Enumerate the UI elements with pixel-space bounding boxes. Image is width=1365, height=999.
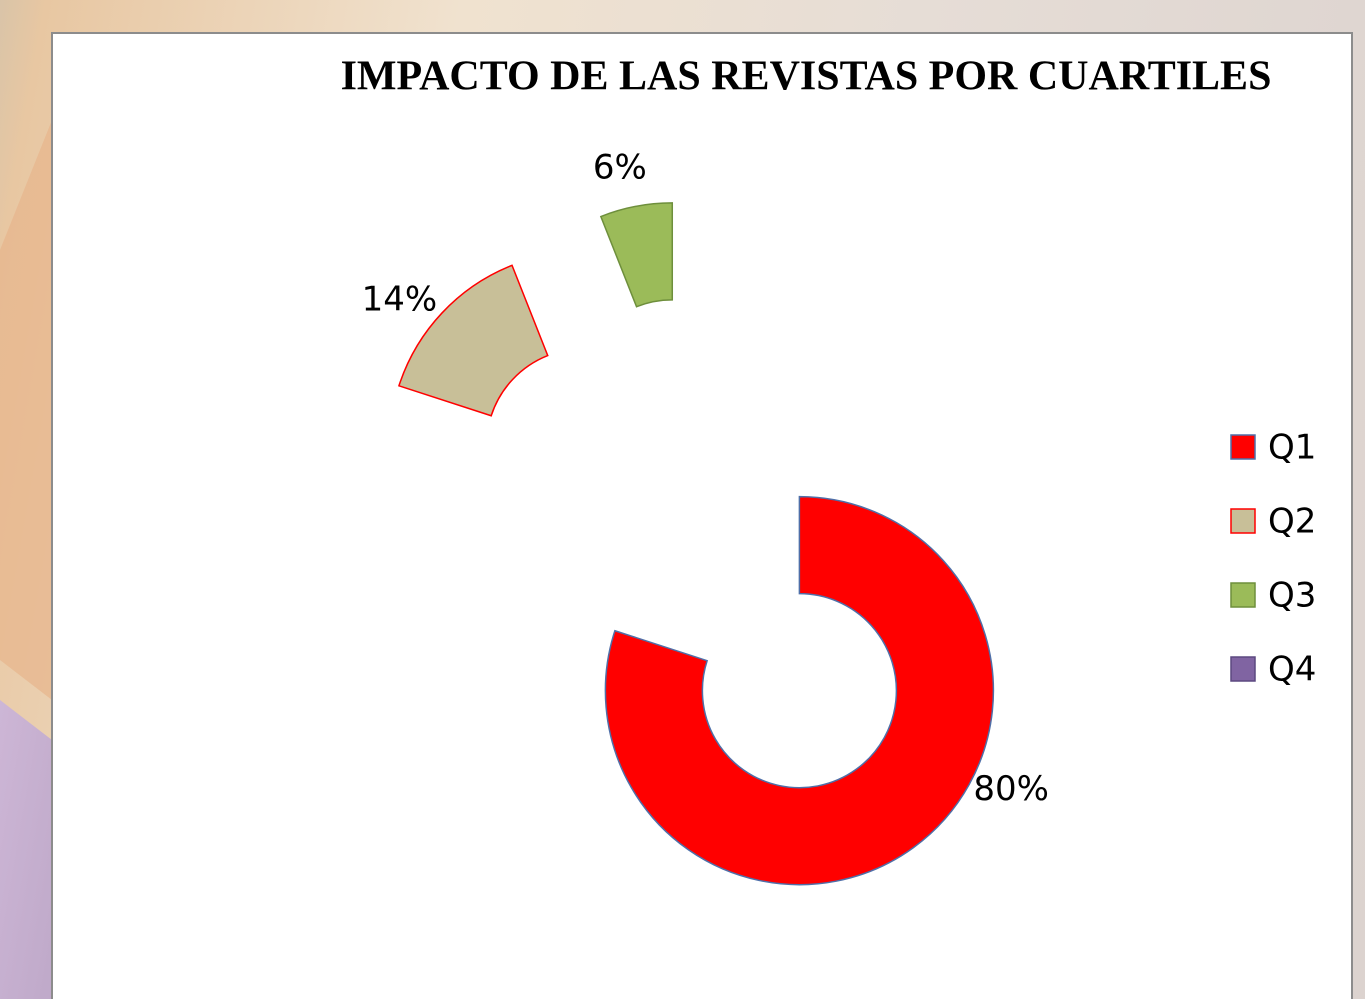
legend-swatch [1230,434,1256,460]
legend-swatch [1230,656,1256,682]
legend-label: Q2 [1268,502,1316,542]
legend-label: Q4 [1268,650,1316,690]
legend-swatch [1230,508,1256,534]
donut-segment [599,202,674,308]
legend-label: Q1 [1268,428,1316,468]
data-label: 6% [593,147,647,187]
data-label: 14% [362,280,438,320]
donut-segment [397,264,549,417]
decor [0,700,52,999]
decor [0,120,52,700]
legend-label: Q3 [1268,576,1316,616]
donut-segment [604,495,995,886]
data-label: 80% [973,769,1049,809]
legend-swatch [1230,582,1256,608]
chart-title: IMPACTO DE LAS REVISTAS POR CUARTILES [341,54,1272,100]
